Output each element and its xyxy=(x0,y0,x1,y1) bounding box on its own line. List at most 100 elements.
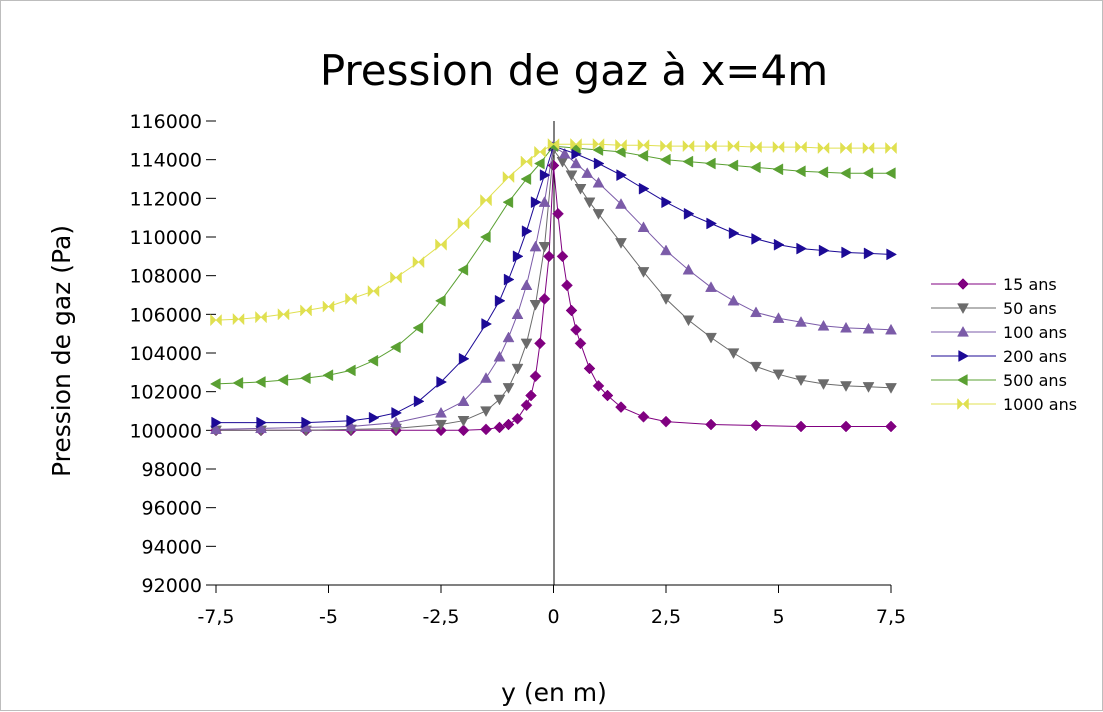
data-point xyxy=(886,248,898,261)
data-point xyxy=(817,319,830,331)
data-point xyxy=(581,167,594,178)
legend-item: 15 ans xyxy=(931,275,1057,294)
data-point xyxy=(435,406,447,418)
legend-label: 200 ans xyxy=(1003,347,1067,366)
series-3 xyxy=(210,140,897,435)
data-point xyxy=(570,138,582,151)
data-point xyxy=(817,166,829,179)
data-point xyxy=(772,312,785,323)
data-point xyxy=(885,420,897,433)
data-point xyxy=(750,140,762,154)
data-point xyxy=(520,173,532,185)
data-point xyxy=(457,395,470,406)
data-point xyxy=(817,141,830,155)
data-point xyxy=(547,138,560,151)
legend-label: 100 ans xyxy=(1003,323,1067,342)
data-point xyxy=(209,378,221,390)
x-tick-label: -7,5 xyxy=(197,606,234,628)
data-point xyxy=(480,194,492,207)
data-point xyxy=(391,407,403,419)
data-point xyxy=(840,420,852,433)
y-tick-label: 108000 xyxy=(129,266,202,288)
data-point xyxy=(637,410,650,423)
data-point xyxy=(615,238,627,249)
data-point xyxy=(345,420,357,432)
data-point xyxy=(558,147,571,159)
data-point xyxy=(493,421,506,434)
data-point xyxy=(367,354,379,367)
data-point xyxy=(727,294,740,306)
data-point xyxy=(637,149,649,162)
data-point xyxy=(520,279,533,290)
data-point xyxy=(682,155,694,168)
data-point xyxy=(862,141,875,155)
data-point xyxy=(749,161,761,174)
data-point xyxy=(706,217,718,230)
data-point xyxy=(795,420,807,433)
data-point xyxy=(539,169,551,182)
data-point xyxy=(534,337,546,350)
data-point xyxy=(727,348,740,360)
data-point xyxy=(502,383,515,394)
y-tick-label: 104000 xyxy=(129,343,202,365)
data-point xyxy=(538,242,551,253)
legend-label: 500 ans xyxy=(1003,371,1067,390)
data-point xyxy=(538,196,551,207)
legend-marker xyxy=(956,374,968,386)
legend-item: 50 ans xyxy=(931,299,1057,318)
data-point xyxy=(346,414,358,427)
data-point xyxy=(529,240,542,252)
data-point xyxy=(862,167,874,180)
data-point xyxy=(520,399,533,412)
y-tick-label: 94000 xyxy=(142,536,202,558)
data-point xyxy=(390,271,402,284)
data-point xyxy=(614,146,626,158)
data-point xyxy=(593,157,605,170)
data-point xyxy=(570,157,582,169)
data-point xyxy=(705,418,717,431)
y-tick-label: 110000 xyxy=(129,227,202,249)
data-point xyxy=(863,247,875,260)
data-point xyxy=(795,316,807,327)
x-tick-label: -5 xyxy=(319,606,338,628)
data-point xyxy=(480,423,492,436)
data-point xyxy=(840,141,852,155)
data-point xyxy=(682,315,695,327)
data-point xyxy=(592,144,604,156)
data-point xyxy=(543,250,555,263)
data-point xyxy=(574,184,587,195)
data-point xyxy=(367,285,380,298)
series-layer xyxy=(209,138,898,437)
data-point xyxy=(479,231,491,243)
series-6 xyxy=(210,138,897,327)
data-point xyxy=(574,337,587,350)
data-point xyxy=(256,416,268,429)
data-point xyxy=(534,145,546,159)
data-point xyxy=(772,163,784,176)
data-point xyxy=(481,318,493,330)
data-point xyxy=(840,321,852,333)
data-point xyxy=(210,314,222,327)
y-axis-title: Pression de gaz (Pa) xyxy=(47,225,76,477)
data-point xyxy=(255,422,267,434)
data-point xyxy=(795,375,807,387)
data-point xyxy=(592,138,605,151)
data-point xyxy=(751,233,763,245)
legend-label: 1000 ans xyxy=(1003,395,1077,414)
data-point xyxy=(511,363,524,375)
data-point xyxy=(390,416,402,428)
x-tick-label: 5 xyxy=(772,606,784,628)
data-point xyxy=(502,196,514,209)
data-point xyxy=(682,140,695,153)
data-point xyxy=(529,300,542,311)
chart-title: Pression de gaz à x=4m xyxy=(320,46,828,95)
data-point xyxy=(529,370,542,383)
data-point xyxy=(277,308,290,321)
data-point xyxy=(520,155,533,168)
legend-marker xyxy=(957,278,969,290)
data-point xyxy=(494,294,506,307)
data-point xyxy=(705,281,717,292)
data-point xyxy=(436,376,448,388)
y-tick-label: 114000 xyxy=(129,150,202,172)
